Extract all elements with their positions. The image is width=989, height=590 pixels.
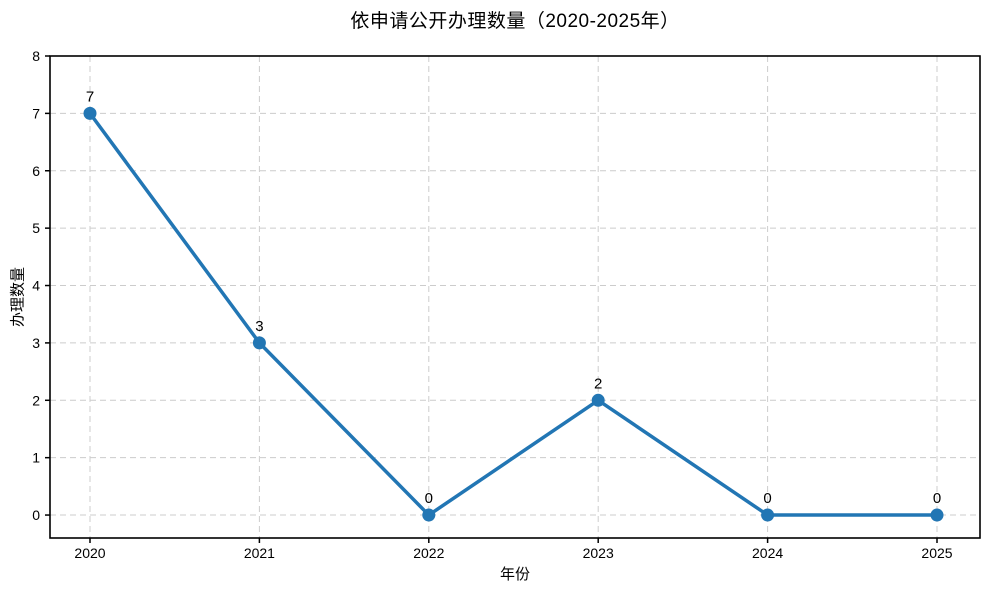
data-point	[591, 393, 605, 407]
plot-border	[49, 55, 981, 539]
y-tick-label: 0	[32, 507, 40, 523]
point-label: 3	[255, 318, 263, 335]
x-tick-label: 2022	[413, 545, 444, 561]
y-tick-label: 7	[32, 105, 40, 121]
y-tick-label: 4	[32, 278, 40, 294]
x-tick-label: 2025	[921, 545, 952, 561]
x-tick-label: 2021	[244, 545, 275, 561]
y-tick-label: 8	[32, 48, 40, 64]
chart-title: 依申请公开办理数量（2020-2025年）	[350, 11, 680, 32]
point-label: 2	[594, 375, 602, 392]
x-tick-label: 2023	[583, 545, 614, 561]
x-tick-label: 2020	[74, 545, 105, 561]
data-line	[88, 111, 939, 517]
data-point	[761, 508, 775, 522]
x-tick-label: 2024	[752, 545, 783, 561]
data-point	[252, 336, 266, 350]
y-tick-label: 1	[32, 450, 40, 466]
y-tick-label: 2	[32, 392, 40, 408]
data-point	[422, 508, 436, 522]
y-tick-label: 5	[32, 220, 40, 236]
y-tick-label: 3	[32, 335, 40, 351]
x-axis-title: 年份	[499, 566, 531, 583]
y-tick-label: 6	[32, 163, 40, 179]
data-point	[83, 106, 97, 120]
data-point	[930, 508, 944, 522]
point-label: 0	[763, 490, 771, 507]
point-label: 0	[425, 490, 433, 507]
point-label: 7	[86, 88, 94, 105]
point-label: 0	[933, 490, 941, 507]
